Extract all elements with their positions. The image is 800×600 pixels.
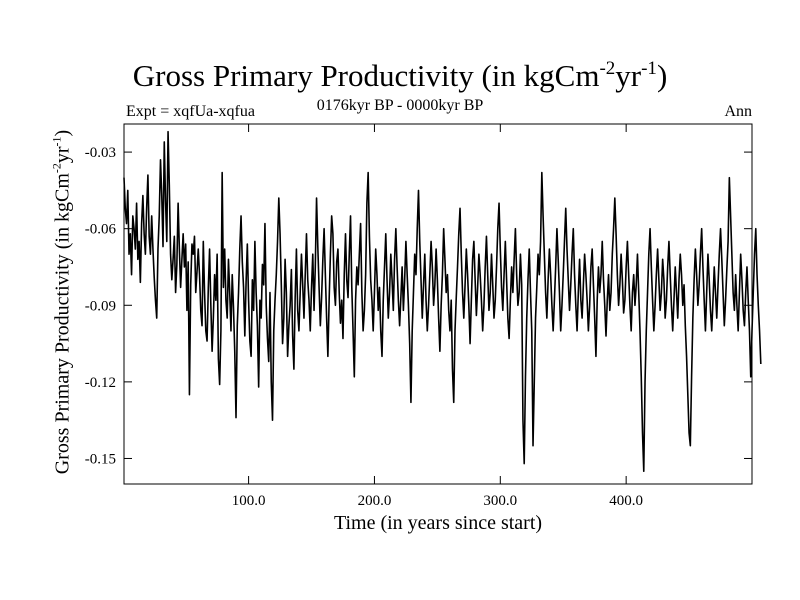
chart-title: Gross Primary Productivity (in kgCm-2yr-…	[132, 58, 668, 93]
x-tick-label: 300.0	[483, 493, 517, 509]
y-axis-label: Gross Primary Productivity (in kgCm-2yr-…	[49, 129, 74, 475]
plot-frame	[123, 123, 753, 485]
y-tick-label: -0.12	[85, 375, 116, 391]
chart-subtitle: 0176kyr BP - 0000kyr BP	[316, 97, 484, 114]
series-group	[123, 130, 762, 473]
axis-ticks: 100.0 200.0 300.0 400.0 -0.15 -0.12 -0.09 -0.06…	[85, 124, 752, 509]
y-tick-label: -0.09	[85, 298, 116, 314]
y-tick-label: -0.15	[85, 451, 116, 467]
x-tick-label: 100.0	[232, 493, 266, 509]
y-tick-label: -0.06	[85, 222, 117, 238]
title-superscript: -2	[599, 58, 616, 79]
season-label: Ann	[724, 103, 752, 120]
experiment-label: Expt = xqfUa-xqfua	[126, 103, 255, 120]
x-tick-label: 200.0	[358, 493, 392, 509]
title-superscript: -1	[641, 58, 657, 79]
x-axis-label: Time (in years since start)	[333, 512, 543, 534]
y-tick-label: -0.03	[85, 145, 116, 161]
x-tick-label: 400.0	[609, 493, 643, 509]
series-line	[123, 130, 762, 473]
